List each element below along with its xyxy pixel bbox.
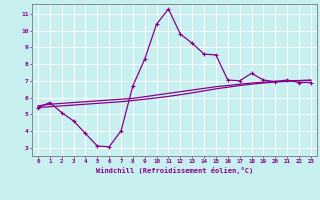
X-axis label: Windchill (Refroidissement éolien,°C): Windchill (Refroidissement éolien,°C): [96, 167, 253, 174]
